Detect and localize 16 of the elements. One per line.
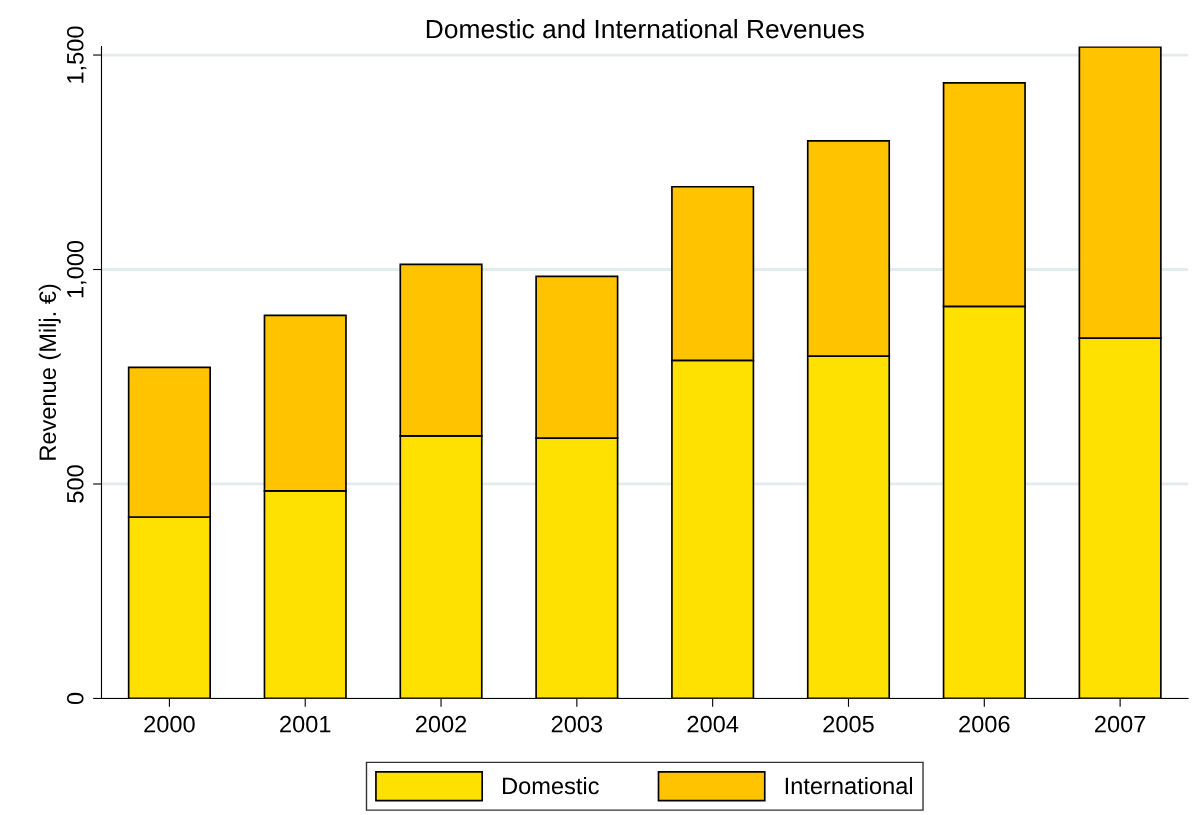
x-tick-label: 2004 (687, 715, 739, 733)
x-tick-label: 2002 (415, 715, 467, 733)
x-tick-label: 2006 (959, 715, 1010, 733)
legend-label: Domestic (503, 776, 599, 795)
x-tick-label: 2000 (144, 715, 195, 733)
y-tick-label: 1,000 (66, 240, 87, 298)
x-tick-label: 2003 (551, 715, 603, 733)
x-tick-label: 2001 (280, 715, 331, 733)
y-tick-label: 0 (66, 692, 84, 705)
legend-label: International (785, 776, 913, 795)
x-tick-label: 2005 (823, 715, 874, 733)
y-axis-title: Revenue (Milj. €) (38, 284, 61, 460)
y-tick-label: 1,500 (66, 26, 87, 83)
chart-title: Domestic and International Revenues (426, 19, 864, 39)
y-tick-label: 500 (66, 465, 84, 503)
x-tick-label: 2007 (1095, 715, 1146, 733)
